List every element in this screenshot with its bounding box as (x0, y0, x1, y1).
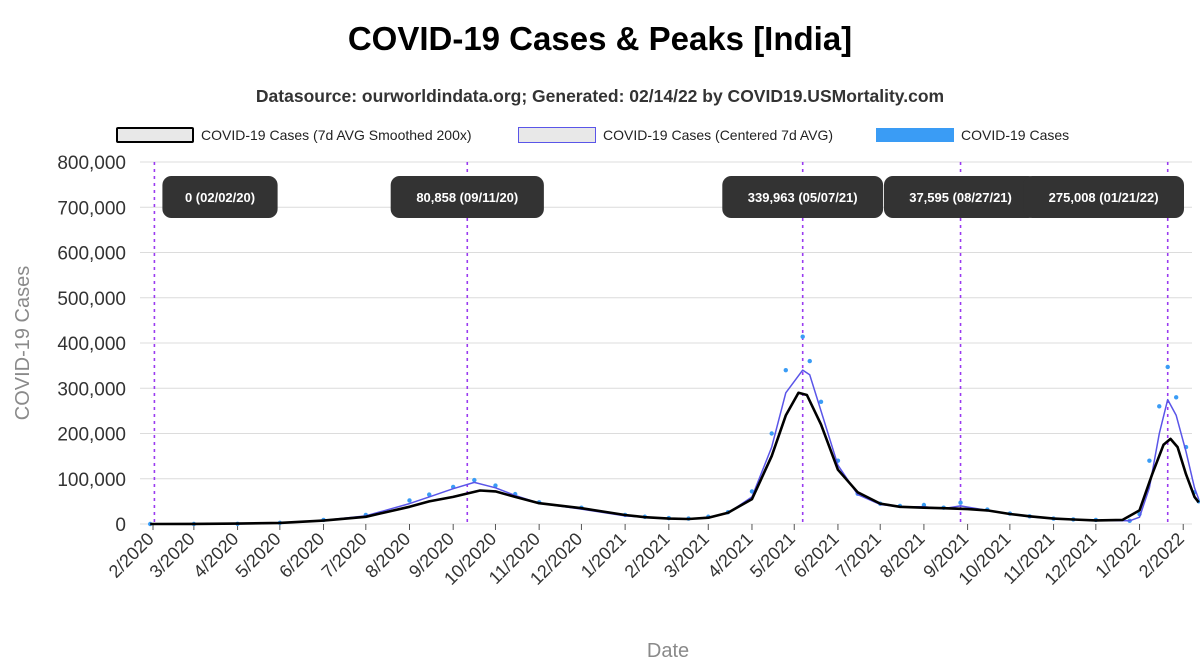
x-axis-ticks: 2/20203/20204/20205/20206/20207/20208/20… (105, 524, 1188, 589)
y-axis-title: COVID-19 Cases (12, 266, 34, 421)
y-tick-label: 0 (115, 515, 126, 536)
x-axis-title: Date (647, 640, 689, 662)
raw-cases-point (783, 367, 788, 373)
raw-cases-point (800, 334, 805, 339)
peak-labels: 0 (02/02/20) 80,858 (09/11/20) 339,963 (05… (162, 176, 1184, 218)
legend-label-smoothed: COVID-19 Cases (7d AVG Smoothed 200x) (201, 127, 472, 143)
y-tick-label: 500,000 (57, 289, 126, 310)
y-axis-ticks: 0 100,000 200,000 300,000 400,000 500,000 600,… (57, 153, 126, 536)
x-tick-label: 1/2022 (1091, 529, 1144, 582)
x-tick-label: 2/2020 (105, 529, 158, 582)
raw-cases-point (807, 358, 812, 364)
peak-label-box (722, 176, 884, 218)
chart-legend: COVID-19 Cases (7d AVG Smoothed 200x) CO… (0, 124, 1200, 146)
raw-cases-point (472, 477, 477, 483)
x-tick-label: 5/2020 (232, 529, 285, 582)
x-tick-label: 7/2021 (832, 529, 885, 582)
y-tick-label: 600,000 (57, 244, 126, 265)
y-tick-label: 200,000 (57, 425, 126, 446)
legend-item-smoothed: COVID-19 Cases (7d AVG Smoothed 200x) (116, 124, 472, 146)
x-tick-label: 2/2022 (1135, 529, 1188, 582)
raw-cases-point (958, 500, 963, 505)
peak-label-text: 0 (02/02/20) (185, 190, 255, 205)
series-line-smoothed (150, 391, 1200, 526)
chart-subtitle: Datasource: ourworldindata.org; Generate… (255, 86, 945, 106)
peak-lines (153, 162, 1169, 524)
peak-label: 275,008 (01/21/22) (1023, 176, 1184, 218)
legend-label-centered: COVID-19 Cases (Centered 7d AVG) (603, 127, 834, 143)
x-tick-label: 8/2021 (876, 529, 929, 582)
grid-lines (140, 161, 1192, 525)
series-line-centered (150, 369, 1200, 525)
raw-cases-point (427, 492, 432, 497)
raw-cases-point (1157, 404, 1162, 409)
peak-label-box (883, 176, 1038, 218)
x-tick-label: 5/2021 (746, 529, 799, 582)
peak-label: 80,858 (09/11/20) (390, 176, 544, 218)
y-tick-label: 300,000 (57, 379, 126, 400)
legend-label-raw: COVID-19 Cases (961, 127, 1070, 143)
x-tick-label: 7/2020 (318, 529, 371, 582)
raw-cases-point (1173, 395, 1179, 400)
peak-label-box (162, 176, 278, 218)
raw-cases-point (493, 483, 498, 488)
y-tick-label: 400,000 (57, 334, 126, 355)
y-tick-label: 100,000 (57, 470, 126, 491)
legend-item-raw: COVID-19 Cases (876, 124, 1069, 146)
raw-cases-point (1165, 364, 1170, 370)
chart-title: COVID-19 Cases & Peaks [India] (347, 20, 853, 57)
peak-label-box (390, 176, 544, 218)
raw-cases-point (769, 431, 774, 436)
raw-cases-point (1147, 458, 1152, 463)
raw-cases-point (818, 399, 824, 405)
x-tick-label: 8/2020 (361, 529, 414, 582)
peak-label-text: 339,963 (05/07/21) (748, 190, 858, 205)
x-tick-label: 3/2021 (660, 529, 713, 582)
series-layer (147, 334, 1200, 527)
peak-label-text: 80,858 (09/11/20) (416, 190, 518, 205)
peak-label-box (1023, 176, 1184, 218)
x-tick-label: 6/2021 (790, 529, 843, 582)
x-tick-label: 3/2020 (146, 529, 199, 582)
y-tick-label: 800,000 (57, 153, 126, 174)
x-tick-label: 6/2020 (275, 529, 328, 582)
peak-label: 0 (02/02/20) (162, 176, 278, 218)
legend-key-smoothed (116, 127, 194, 143)
legend-key-centered (518, 127, 596, 143)
legend-key-raw (876, 128, 954, 142)
peak-label-text: 275,008 (01/21/22) (1049, 190, 1159, 205)
peak-label: 37,595 (08/27/21) (883, 176, 1038, 218)
raw-cases-point (407, 498, 412, 503)
legend-item-centered: COVID-19 Cases (Centered 7d AVG) (518, 124, 833, 146)
peak-label: 339,963 (05/07/21) (722, 176, 884, 218)
x-tick-label: 4/2020 (189, 529, 242, 582)
x-tick-label: 4/2021 (704, 529, 757, 582)
peak-label-text: 37,595 (08/27/21) (909, 190, 1012, 205)
y-tick-label: 700,000 (57, 198, 126, 219)
x-tick-label: 1/2021 (577, 529, 630, 582)
